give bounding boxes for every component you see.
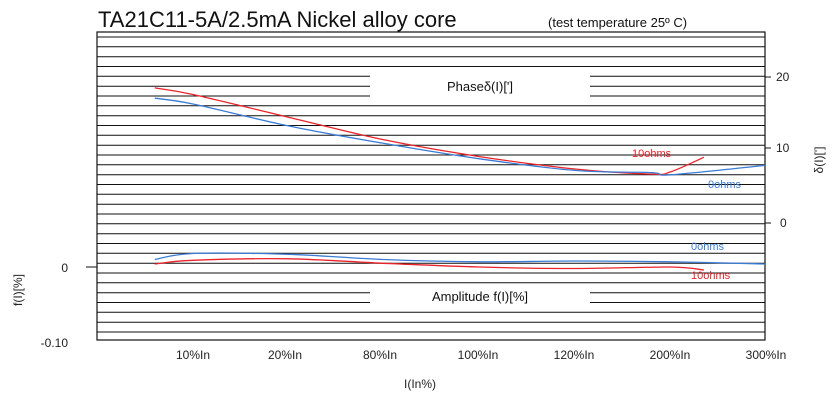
amplitude-panel-label: Amplitude f(I)[%] bbox=[432, 289, 528, 304]
plot-frame bbox=[96, 31, 766, 341]
phase-series-group bbox=[154, 87, 767, 176]
phase-series-line-0 bbox=[154, 87, 705, 176]
right-tick-0: 0 bbox=[780, 216, 787, 230]
amplitude-series-line-0 bbox=[154, 252, 767, 265]
phase-series-line-1 bbox=[154, 97, 767, 176]
right-axis-ticks bbox=[765, 76, 771, 224]
x-tick-80pct: 80%In bbox=[363, 348, 397, 362]
x-tick-10pct: 10%In bbox=[176, 348, 210, 362]
x-tick-20pct: 20%In bbox=[268, 348, 302, 362]
phase-panel-label: Phaseδ(I)['] bbox=[447, 79, 513, 94]
left-tick-0: 0 bbox=[61, 261, 68, 275]
x-tick-120pct: 120%In bbox=[554, 348, 595, 362]
x-tick-300pct: 300%In bbox=[746, 348, 787, 362]
amplitude-series-group bbox=[154, 252, 767, 271]
phase-label-box bbox=[370, 73, 590, 101]
amplitude-series-line-1 bbox=[154, 258, 704, 271]
chart-title: TA21C11-5A/2.5mA Nickel alloy core bbox=[98, 7, 457, 32]
x-tick-100pct: 100%In bbox=[458, 348, 499, 362]
right-tick-20: 20 bbox=[776, 70, 790, 84]
amplitude-series-label-10ohms: 10ohms bbox=[691, 270, 731, 282]
amplitude-series-label-0ohms: 0ohms bbox=[691, 241, 725, 253]
amplitude-label-box bbox=[370, 284, 590, 310]
left-axis-label: f(I)[%] bbox=[11, 274, 25, 306]
x-axis-label: I(In%) bbox=[404, 377, 436, 391]
phase-series-label-0ohms: 0ohms bbox=[708, 179, 742, 191]
phase-series-label-10ohms: 10ohms bbox=[632, 148, 672, 160]
right-tick-10: 10 bbox=[776, 141, 790, 155]
chart-subtitle: (test temperature 25º C) bbox=[548, 15, 687, 30]
left-tick-neg010: -0.10 bbox=[41, 336, 69, 350]
x-tick-200pct: 200%In bbox=[650, 348, 691, 362]
right-axis-label: δ(I)['] bbox=[812, 147, 826, 174]
